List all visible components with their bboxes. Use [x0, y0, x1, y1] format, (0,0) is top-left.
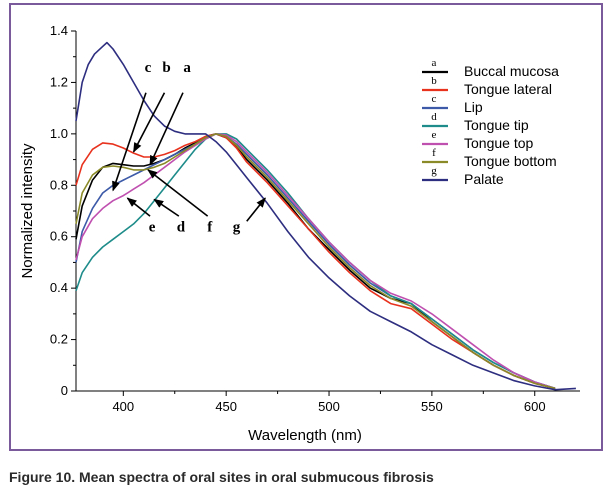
- y-tick-label: 0.8: [50, 177, 68, 192]
- x-tick-label: 500: [318, 399, 340, 414]
- annotation-arrow-e: [126, 197, 151, 217]
- x-tick-label: 550: [421, 399, 443, 414]
- series-layer: [75, 41, 576, 391]
- y-tick-label: 0.2: [50, 332, 68, 347]
- y-tick-label: 1.4: [50, 23, 68, 38]
- annotation-arrow-c: [112, 92, 147, 192]
- annotation-layer: c b a e d f g: [112, 60, 266, 236]
- legend-letter-d: d: [431, 111, 437, 123]
- annotation-label-g: g: [233, 220, 241, 236]
- figure-caption: Figure 10. Mean spectra of oral sites in…: [9, 469, 434, 485]
- legend-label-c: Lip: [464, 99, 483, 115]
- annotation-label-b: b: [162, 60, 170, 76]
- annotation-arrow-f: [147, 169, 209, 217]
- annotation-label-e: e: [149, 220, 156, 236]
- legend-label-d: Tongue tip: [464, 117, 529, 133]
- legend-label-e: Tongue top: [464, 135, 533, 151]
- legend-label-b: Tongue lateral: [464, 81, 552, 97]
- series-line-f: [75, 133, 556, 390]
- legend: a Buccal mucosa b Tongue lateral c Lip d Tongue…: [422, 57, 559, 187]
- y-tick-label: 0.4: [50, 280, 68, 295]
- x-tick-label: 450: [215, 399, 237, 414]
- legend-label-a: Buccal mucosa: [464, 63, 559, 79]
- legend-label-f: Tongue bottom: [464, 153, 557, 169]
- legend-label-g: Palate: [464, 171, 504, 187]
- annotation-label-c: c: [145, 60, 152, 76]
- y-axis-title: Normalized intensity: [19, 143, 36, 279]
- annotation-label-f: f: [207, 220, 213, 236]
- annotation-arrow-d: [153, 198, 180, 217]
- y-tick-label: 0: [61, 383, 68, 398]
- legend-letter-f: f: [432, 147, 436, 159]
- legend-letter-b: b: [431, 75, 437, 87]
- annotation-label-a: a: [183, 60, 191, 76]
- series-line-g: [75, 41, 576, 391]
- legend-letter-a: a: [432, 57, 437, 69]
- x-axis-title: Wavelength (nm): [248, 427, 362, 444]
- x-tick-label: 400: [112, 399, 134, 414]
- legend-letter-g: g: [431, 165, 437, 177]
- annotation-arrow-g: [246, 197, 266, 222]
- series-line-e: [75, 133, 556, 390]
- legend-letter-c: c: [432, 93, 437, 105]
- y-tick-label: 1.2: [50, 74, 68, 89]
- y-tick-label: 0.6: [50, 229, 68, 244]
- x-tick-label: 600: [524, 399, 546, 414]
- annotation-label-d: d: [177, 220, 186, 236]
- annotation-arrow-a: [149, 92, 184, 166]
- series-line-d: [75, 133, 556, 390]
- annotation-arrow-b: [132, 92, 166, 153]
- ticks: 400 450 500 550 600 0 0.2 0.4 0.6 0.8 1.0 1.2 1.4: [50, 23, 546, 414]
- legend-letter-e: e: [432, 129, 437, 141]
- y-tick-label: 1.0: [50, 126, 68, 141]
